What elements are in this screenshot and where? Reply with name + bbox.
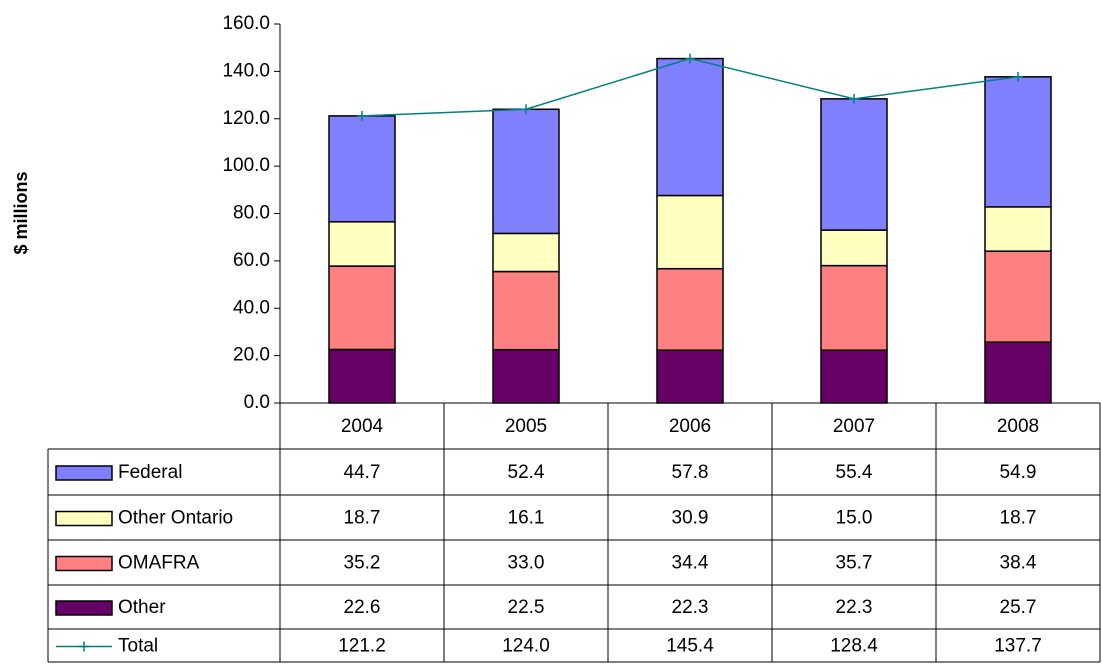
bar-segment — [820, 264, 888, 351]
bar-segment — [328, 348, 396, 404]
line-marker — [1013, 71, 1023, 82]
bar-segment — [984, 250, 1052, 343]
category-label: 2004 — [341, 416, 384, 437]
table-value: 18.7 — [344, 508, 381, 529]
legend-key — [55, 600, 113, 616]
y-tick-label: 60.0 — [233, 250, 270, 271]
table-value: 54.9 — [1000, 462, 1037, 483]
table-value: 124.0 — [502, 636, 550, 657]
bar-segment — [656, 267, 724, 351]
category-label: 2008 — [997, 416, 1039, 437]
table-value: 33.0 — [508, 553, 545, 574]
table-value: 44.7 — [344, 462, 381, 483]
legend-key-marker — [79, 641, 89, 652]
table-value: 34.4 — [672, 553, 709, 574]
table-value: 25.7 — [1000, 597, 1037, 618]
table-value: 30.9 — [672, 508, 709, 529]
bar-segment — [984, 206, 1052, 252]
bar-segment — [820, 98, 888, 231]
bar-segment — [492, 270, 560, 351]
bar-segment — [492, 108, 560, 235]
legend-label: Federal — [118, 462, 182, 483]
table-value: 145.4 — [666, 636, 714, 657]
table-value: 16.1 — [508, 508, 545, 529]
table-value: 121.2 — [338, 636, 386, 657]
y-axis-label: $ millions — [11, 171, 31, 254]
line-marker — [521, 104, 531, 115]
line-marker — [849, 93, 859, 104]
table-value: 35.7 — [836, 553, 873, 574]
y-tick-label: 40.0 — [233, 297, 270, 318]
legend-label: Total — [118, 636, 158, 657]
table-value: 52.4 — [508, 462, 545, 483]
legend-key — [55, 465, 113, 481]
y-tick-label: 140.0 — [222, 60, 270, 81]
line-marker — [685, 53, 695, 64]
legend-key — [55, 510, 113, 527]
table-value: 57.8 — [672, 462, 709, 483]
bar-segment — [656, 57, 724, 197]
table-value: 22.5 — [508, 597, 545, 618]
legend-label: OMAFRA — [118, 553, 200, 574]
legend-key — [55, 555, 113, 572]
table-value: 38.4 — [1000, 553, 1037, 574]
legend-label: Other Ontario — [118, 508, 233, 529]
bar-segment — [656, 194, 724, 270]
y-tick-label: 120.0 — [222, 108, 270, 129]
y-tick-label: 0.0 — [244, 392, 270, 413]
y-tick-label: 20.0 — [233, 345, 270, 366]
bar-segment — [328, 115, 396, 223]
line-marker — [357, 110, 367, 121]
category-label: 2005 — [505, 416, 547, 437]
bar-segment — [328, 221, 396, 267]
bar-segment — [328, 265, 396, 351]
bar-segment — [656, 349, 724, 404]
bar-segment — [984, 341, 1052, 404]
bar-segment — [820, 229, 888, 267]
table-value: 18.7 — [1000, 508, 1037, 529]
table-value: 35.2 — [344, 553, 381, 574]
table-value: 15.0 — [836, 508, 873, 529]
table-value: 22.6 — [344, 597, 381, 618]
bar-segment — [492, 348, 560, 404]
category-label: 2006 — [669, 416, 711, 437]
y-tick-label: 160.0 — [222, 13, 270, 34]
table-value: 137.7 — [994, 636, 1042, 657]
y-tick-label: 100.0 — [222, 155, 270, 176]
category-label: 2007 — [833, 416, 875, 437]
bar-segment — [984, 76, 1052, 208]
bar-segment — [820, 349, 888, 404]
table-value: 22.3 — [672, 597, 709, 618]
bar-segment — [492, 232, 560, 273]
table-value: 22.3 — [836, 597, 873, 618]
legend-label: Other — [118, 597, 166, 618]
y-tick-label: 80.0 — [233, 203, 270, 224]
table-value: 128.4 — [830, 636, 878, 657]
table-value: 55.4 — [836, 462, 873, 483]
